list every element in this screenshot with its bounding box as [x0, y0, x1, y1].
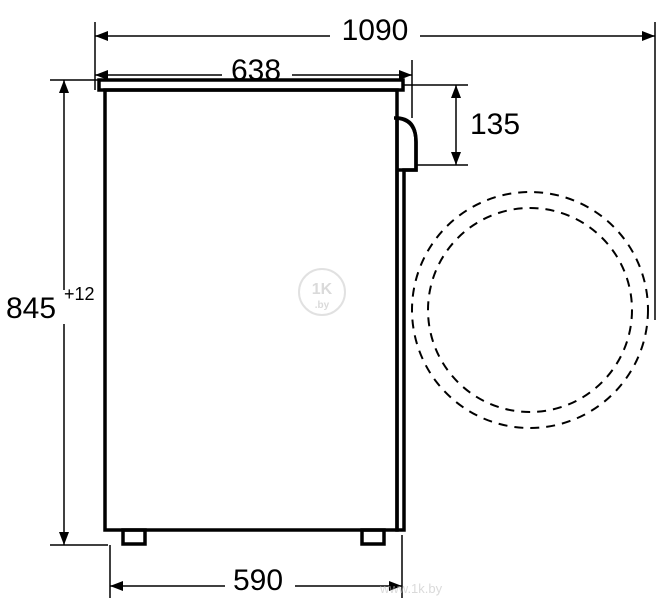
- machine-foot-left: [123, 530, 145, 544]
- watermark-url: www.1k.by: [379, 581, 443, 596]
- watermark-logo-sub: .by: [315, 300, 330, 311]
- label-top-depth: 638: [231, 54, 281, 87]
- machine-foot-right: [362, 530, 384, 544]
- label-right-panel: 135: [470, 108, 520, 141]
- panel-shoulder: [396, 118, 416, 170]
- label-bottom-width: 590: [233, 564, 283, 597]
- watermark-logo-text: 1K: [312, 281, 333, 298]
- label-top-overall: 1090: [342, 14, 409, 47]
- machine-body: [105, 90, 397, 530]
- dimension-drawing: 1090 638 135 845 +12 590 1K .by www.1k.b…: [0, 0, 669, 604]
- label-left-height-tol: +12: [64, 284, 95, 304]
- label-left-height: 845: [6, 292, 56, 325]
- door-swing-inner: [428, 208, 632, 412]
- door-swing-outer: [412, 192, 648, 428]
